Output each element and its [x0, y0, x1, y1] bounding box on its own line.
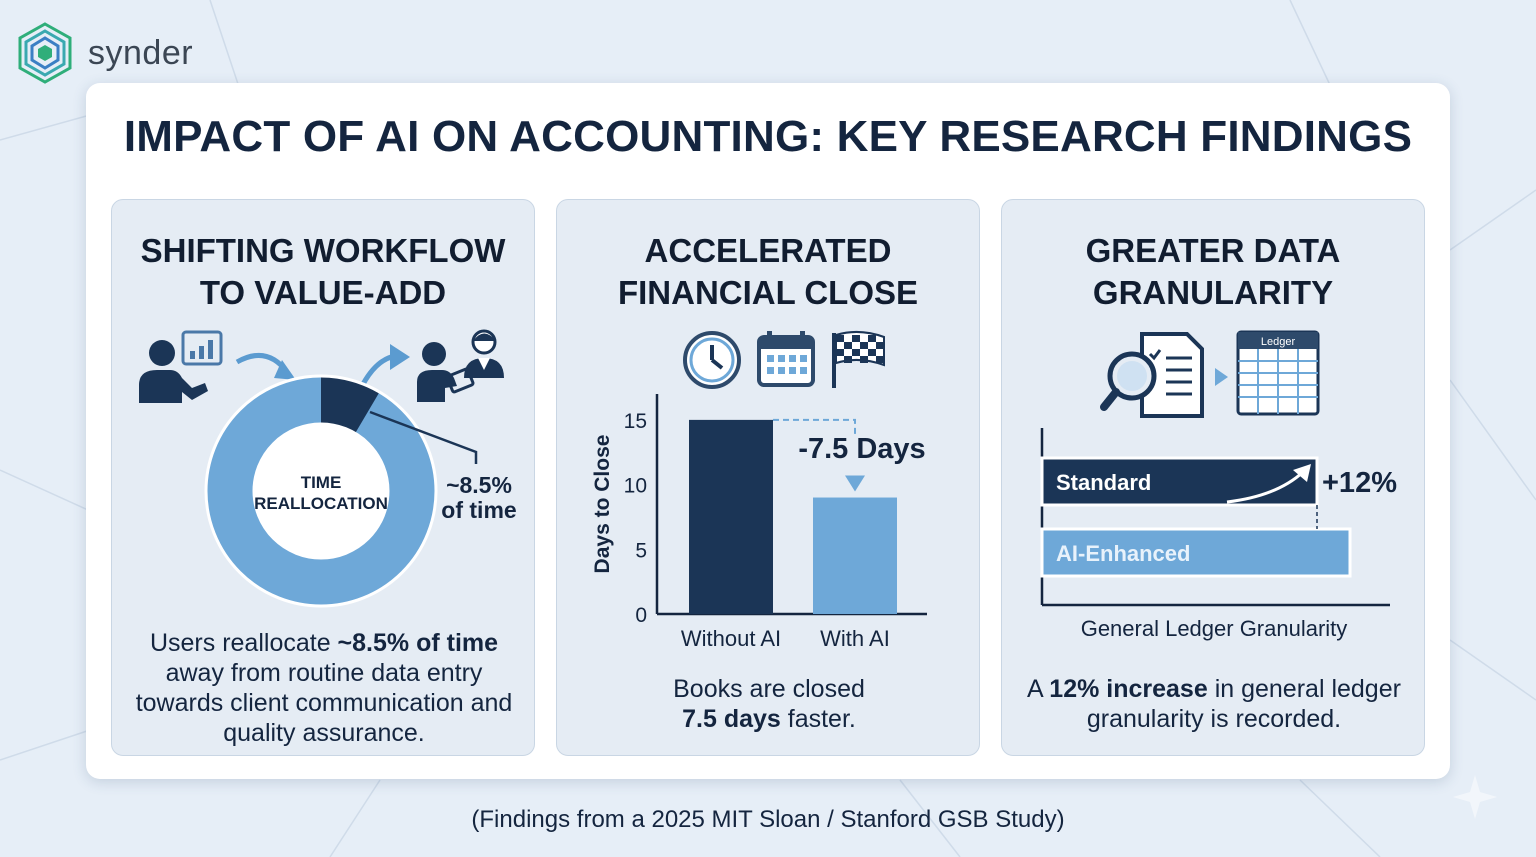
ledger-label: Ledger: [1261, 336, 1296, 348]
panel-workflow: SHIFTING WORKFLOW TO VALUE-ADD: [111, 199, 535, 756]
panel-description: Users reallocate ~8.5% of time away from…: [135, 629, 513, 747]
x-tick-label: Without AI: [681, 626, 781, 651]
panel-title-line: GREATER DATA: [1085, 232, 1341, 269]
y-axis-label: Days to Close: [591, 435, 614, 574]
panel-title-line: GRANULARITY: [1092, 274, 1334, 311]
magnifier-document-icon: [1100, 332, 1204, 418]
panel-title: SHIFTING WORKFLOW TO VALUE-ADD: [112, 230, 534, 314]
close-illustration: Days to Close 0 5 10 15 -7.5 Days Without A…: [591, 331, 927, 651]
panel-granularity: GREATER DATA GRANULARITY Ledger: [1001, 199, 1425, 756]
source-footnote: (Findings from a 2025 MIT Sloan / Stanfo…: [471, 806, 1065, 833]
panel-description: Books are closed 7.5 days faster.: [673, 675, 865, 733]
workflow-illustration: TIME REALLOCATION ~8.5% of time: [139, 329, 517, 608]
ledger-table-icon: Ledger: [1236, 330, 1320, 416]
difference-arrow: [845, 475, 865, 492]
brand-name: synder: [88, 33, 194, 72]
donut-annotation: ~8.5%: [446, 472, 512, 498]
y-tick-label: 0: [635, 604, 647, 627]
time-reallocation-donut: TIME REALLOCATION ~8.5% of time: [204, 374, 517, 608]
difference-annotation: +12%: [1322, 467, 1397, 499]
flow-arrow-icon: [1215, 368, 1228, 386]
bar-label: Standard: [1056, 470, 1151, 495]
growth-arrow-icon: [1226, 470, 1305, 504]
panel-title: GREATER DATA GRANULARITY: [1002, 230, 1424, 314]
bar-standard: [1040, 456, 1319, 507]
synder-logo-icon: [18, 22, 72, 84]
donut-outline: [204, 374, 438, 608]
granularity-illustration: Ledger Standard AI-Enhanced +12% General…: [1040, 330, 1397, 641]
panel-title: ACCELERATED FINANCIAL CLOSE: [557, 230, 979, 314]
people-review-icon: [417, 329, 504, 402]
panel-title-line: ACCELERATED: [644, 232, 892, 269]
y-tick-label: 15: [624, 410, 647, 433]
checkered-flag-icon: [832, 331, 885, 388]
panel-title-line: SHIFTING WORKFLOW: [140, 232, 506, 269]
person-chart-icon: [139, 330, 223, 403]
panel-title-line: FINANCIAL CLOSE: [617, 274, 919, 311]
brand-logo: synder: [16, 20, 193, 86]
panel-title-line: TO VALUE-ADD: [199, 274, 447, 311]
growth-arrowhead: [1293, 464, 1311, 482]
page-title: IMPACT OF AI ON ACCOUNTING: KEY RESEARCH…: [123, 112, 1413, 161]
granularity-chart: Standard AI-Enhanced +12% General Ledger…: [1040, 428, 1397, 641]
donut-center-label: REALLOCATION: [254, 494, 388, 513]
donut-slice-reallocated: [206, 376, 436, 606]
bar-without-ai: [689, 419, 773, 614]
x-tick-label: With AI: [820, 626, 890, 651]
donut-leader-line: [369, 410, 478, 464]
x-axis-label: General Ledger Granularity: [1081, 616, 1348, 641]
panel-description: A 12% increase in general ledger granula…: [1027, 675, 1401, 733]
y-tick-label: 10: [624, 475, 647, 498]
calendar-icon: [757, 331, 815, 387]
difference-annotation: -7.5 Days: [798, 433, 925, 465]
y-tick-label: 5: [635, 539, 647, 562]
difference-guide: [773, 418, 856, 434]
days-to-close-chart: Days to Close 0 5 10 15 -7.5 Days Without A…: [591, 394, 927, 651]
donut-annotation: of time: [441, 497, 516, 523]
panel-financial-close: ACCELERATED FINANCIAL CLOSE: [556, 199, 980, 756]
bar-label: AI-Enhanced: [1056, 541, 1190, 566]
bar-ai-enhanced: [1040, 527, 1352, 578]
donut-hole: [252, 422, 390, 560]
donut-center-label: TIME: [301, 473, 342, 492]
clock-icon: [683, 331, 741, 389]
bar-with-ai: [813, 497, 897, 614]
